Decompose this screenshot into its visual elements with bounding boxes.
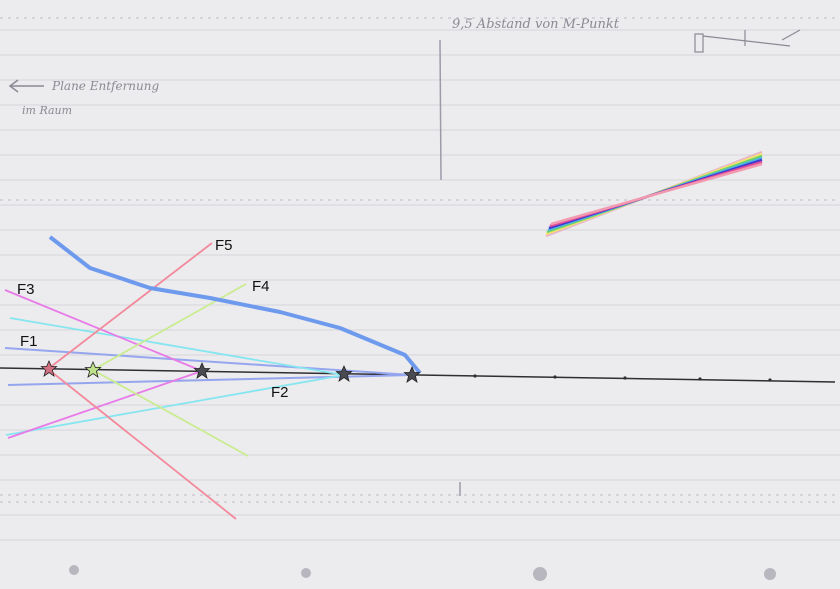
star-icon (84, 360, 102, 378)
binder-holes (69, 565, 776, 581)
optical-axis (0, 367, 836, 383)
focal-points (40, 359, 421, 383)
note-left-2: im Raum (22, 104, 72, 117)
label-f4: F4 (252, 278, 270, 295)
spectrum-band (545, 150, 763, 238)
note-top: 9,5 Abstand von M-Punkt (452, 17, 620, 32)
lens-sketch (694, 29, 801, 53)
star-icon (335, 364, 353, 382)
rays-f1 (4, 347, 413, 386)
rays-f3 (4, 289, 203, 439)
star-icon (40, 359, 58, 377)
axis-ticks (473, 374, 772, 382)
focal-curve (48, 235, 422, 375)
star-icon (193, 361, 211, 379)
rays-f5 (47, 242, 237, 520)
star-icon (403, 365, 421, 383)
label-f5: F5 (215, 237, 233, 254)
paper-grid (0, 29, 840, 541)
label-f3: F3 (17, 281, 35, 298)
arrow-left-icon (8, 79, 44, 93)
label-f2: F2 (271, 384, 289, 401)
note-left-1: Plane Entfernung (51, 79, 159, 93)
pencil-divider (439, 39, 442, 181)
label-f1: F1 (20, 333, 38, 350)
rays-f2 (5, 317, 345, 436)
